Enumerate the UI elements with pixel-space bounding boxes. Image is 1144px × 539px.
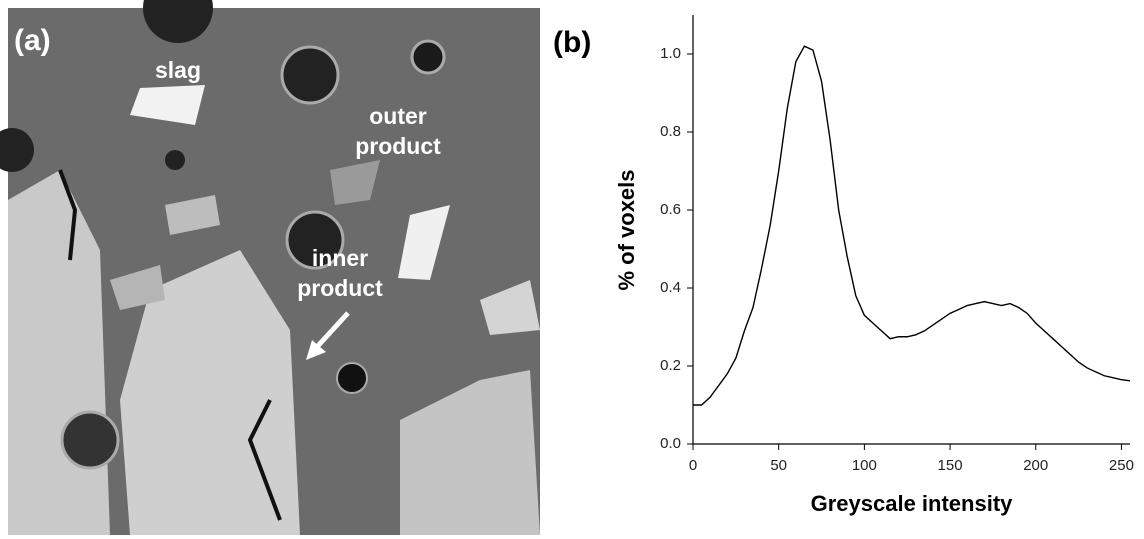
annotation: slag — [155, 57, 201, 83]
x-tick-label: 200 — [1023, 457, 1048, 474]
x-tick-label: 100 — [852, 457, 877, 474]
y-tick-label: 0.4 — [660, 279, 681, 296]
x-tick-label: 50 — [770, 457, 787, 474]
crack — [58, 169, 282, 521]
particle — [120, 250, 300, 535]
y-tick-label: 1.0 — [660, 45, 681, 62]
arrow-shaft — [314, 311, 350, 350]
pore — [60, 410, 120, 470]
data-line — [693, 45, 1131, 406]
y-tick-label: 0.6 — [660, 201, 681, 218]
micrograph: (a) — [0, 0, 540, 535]
pore — [285, 210, 345, 270]
pore — [143, 0, 213, 43]
pore — [165, 150, 185, 170]
particle — [400, 370, 540, 535]
x-tick-label: 250 — [1109, 457, 1134, 474]
x-axis-label: Greyscale intensity — [811, 491, 1014, 516]
panel-label: (b) — [553, 26, 591, 59]
arrow-head — [306, 340, 326, 360]
pore — [280, 45, 340, 105]
pore — [336, 362, 368, 394]
y-tick-label: 0.2 — [660, 357, 681, 374]
panel-label: (a) — [14, 24, 51, 57]
pore — [0, 128, 34, 172]
annotation: inner — [312, 245, 368, 271]
particle — [130, 85, 205, 125]
particle — [398, 205, 450, 280]
y-tick-label: 0.8 — [660, 123, 681, 140]
annotation: outer — [369, 103, 427, 129]
pore — [410, 39, 446, 75]
particle — [480, 280, 540, 335]
particle — [110, 265, 165, 310]
y-axis-label: % of voxels — [614, 169, 639, 290]
particle — [330, 160, 380, 205]
particle — [165, 195, 220, 235]
x-tick-label: 0 — [689, 457, 697, 474]
y-tick-label: 0.0 — [660, 435, 681, 452]
annotation: product — [355, 133, 441, 159]
x-tick-label: 150 — [938, 457, 963, 474]
annotation: product — [297, 275, 383, 301]
